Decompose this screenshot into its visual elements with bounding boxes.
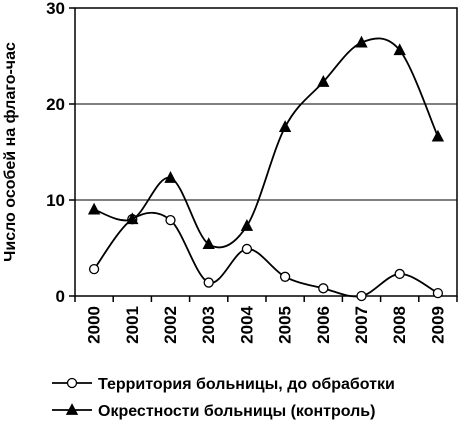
data-point-triangle <box>65 403 79 415</box>
data-point-triangle <box>355 35 368 48</box>
series-line <box>93 211 439 298</box>
x-tick-label: 2004 <box>237 305 256 343</box>
x-tick-label: 2007 <box>352 306 371 344</box>
legend: Территория больницы, до обработки Окрестн… <box>52 376 395 420</box>
y-axis-label: Число особей на флаго-час <box>2 42 19 262</box>
series-line <box>93 37 439 249</box>
x-tick-label: 2005 <box>276 306 295 344</box>
x-tick-label: 2009 <box>428 306 447 344</box>
data-point-circle <box>88 263 100 275</box>
gridlines <box>75 103 457 201</box>
data-point-circle <box>203 277 214 288</box>
x-tick-label: 2002 <box>161 306 180 344</box>
y-tick-label: 30 <box>46 0 65 18</box>
x-axis-ticks: 2000 2001 2002 2003 2004 2005 2006 2007 2008 2009 <box>74 296 458 344</box>
data-point-triangle <box>87 202 101 215</box>
y-tick-label: 20 <box>46 95 65 114</box>
data-point-triangle <box>126 212 139 225</box>
data-point-circle <box>356 290 367 302</box>
x-tick-label: 2003 <box>199 306 218 344</box>
data-point-triangle <box>164 171 177 183</box>
y-tick-label: 0 <box>56 287 65 306</box>
data-point-circle <box>432 287 444 299</box>
data-point-circle <box>394 268 405 280</box>
data-point-triangle <box>240 219 254 231</box>
legend-label: Окрестности больницы (контроль) <box>98 403 375 420</box>
x-tick-label: 2006 <box>314 306 333 344</box>
legend-item: Окрестности больницы (контроль) <box>52 403 375 420</box>
data-point-triangle <box>393 43 406 56</box>
y-axis-ticks: 0 10 20 30 <box>46 0 75 306</box>
data-point-circle <box>279 271 291 282</box>
legend-label: Территория больницы, до обработки <box>98 376 395 393</box>
legend-item: Территория больницы, до обработки <box>52 376 395 393</box>
data-point-circle <box>66 377 78 389</box>
series-layer <box>87 35 445 302</box>
data-point-circle <box>165 215 176 226</box>
data-point-triangle <box>317 75 330 87</box>
series-2 <box>87 35 445 250</box>
x-tick-label: 2008 <box>390 306 409 344</box>
y-tick-label: 10 <box>46 191 65 210</box>
data-point-circle <box>241 243 253 255</box>
data-point-circle <box>318 283 329 294</box>
data-point-triangle <box>202 237 215 250</box>
data-point-triangle <box>278 120 292 132</box>
data-point-triangle <box>431 129 445 142</box>
x-tick-label: 2000 <box>85 306 104 344</box>
x-tick-label: 2001 <box>123 306 142 344</box>
